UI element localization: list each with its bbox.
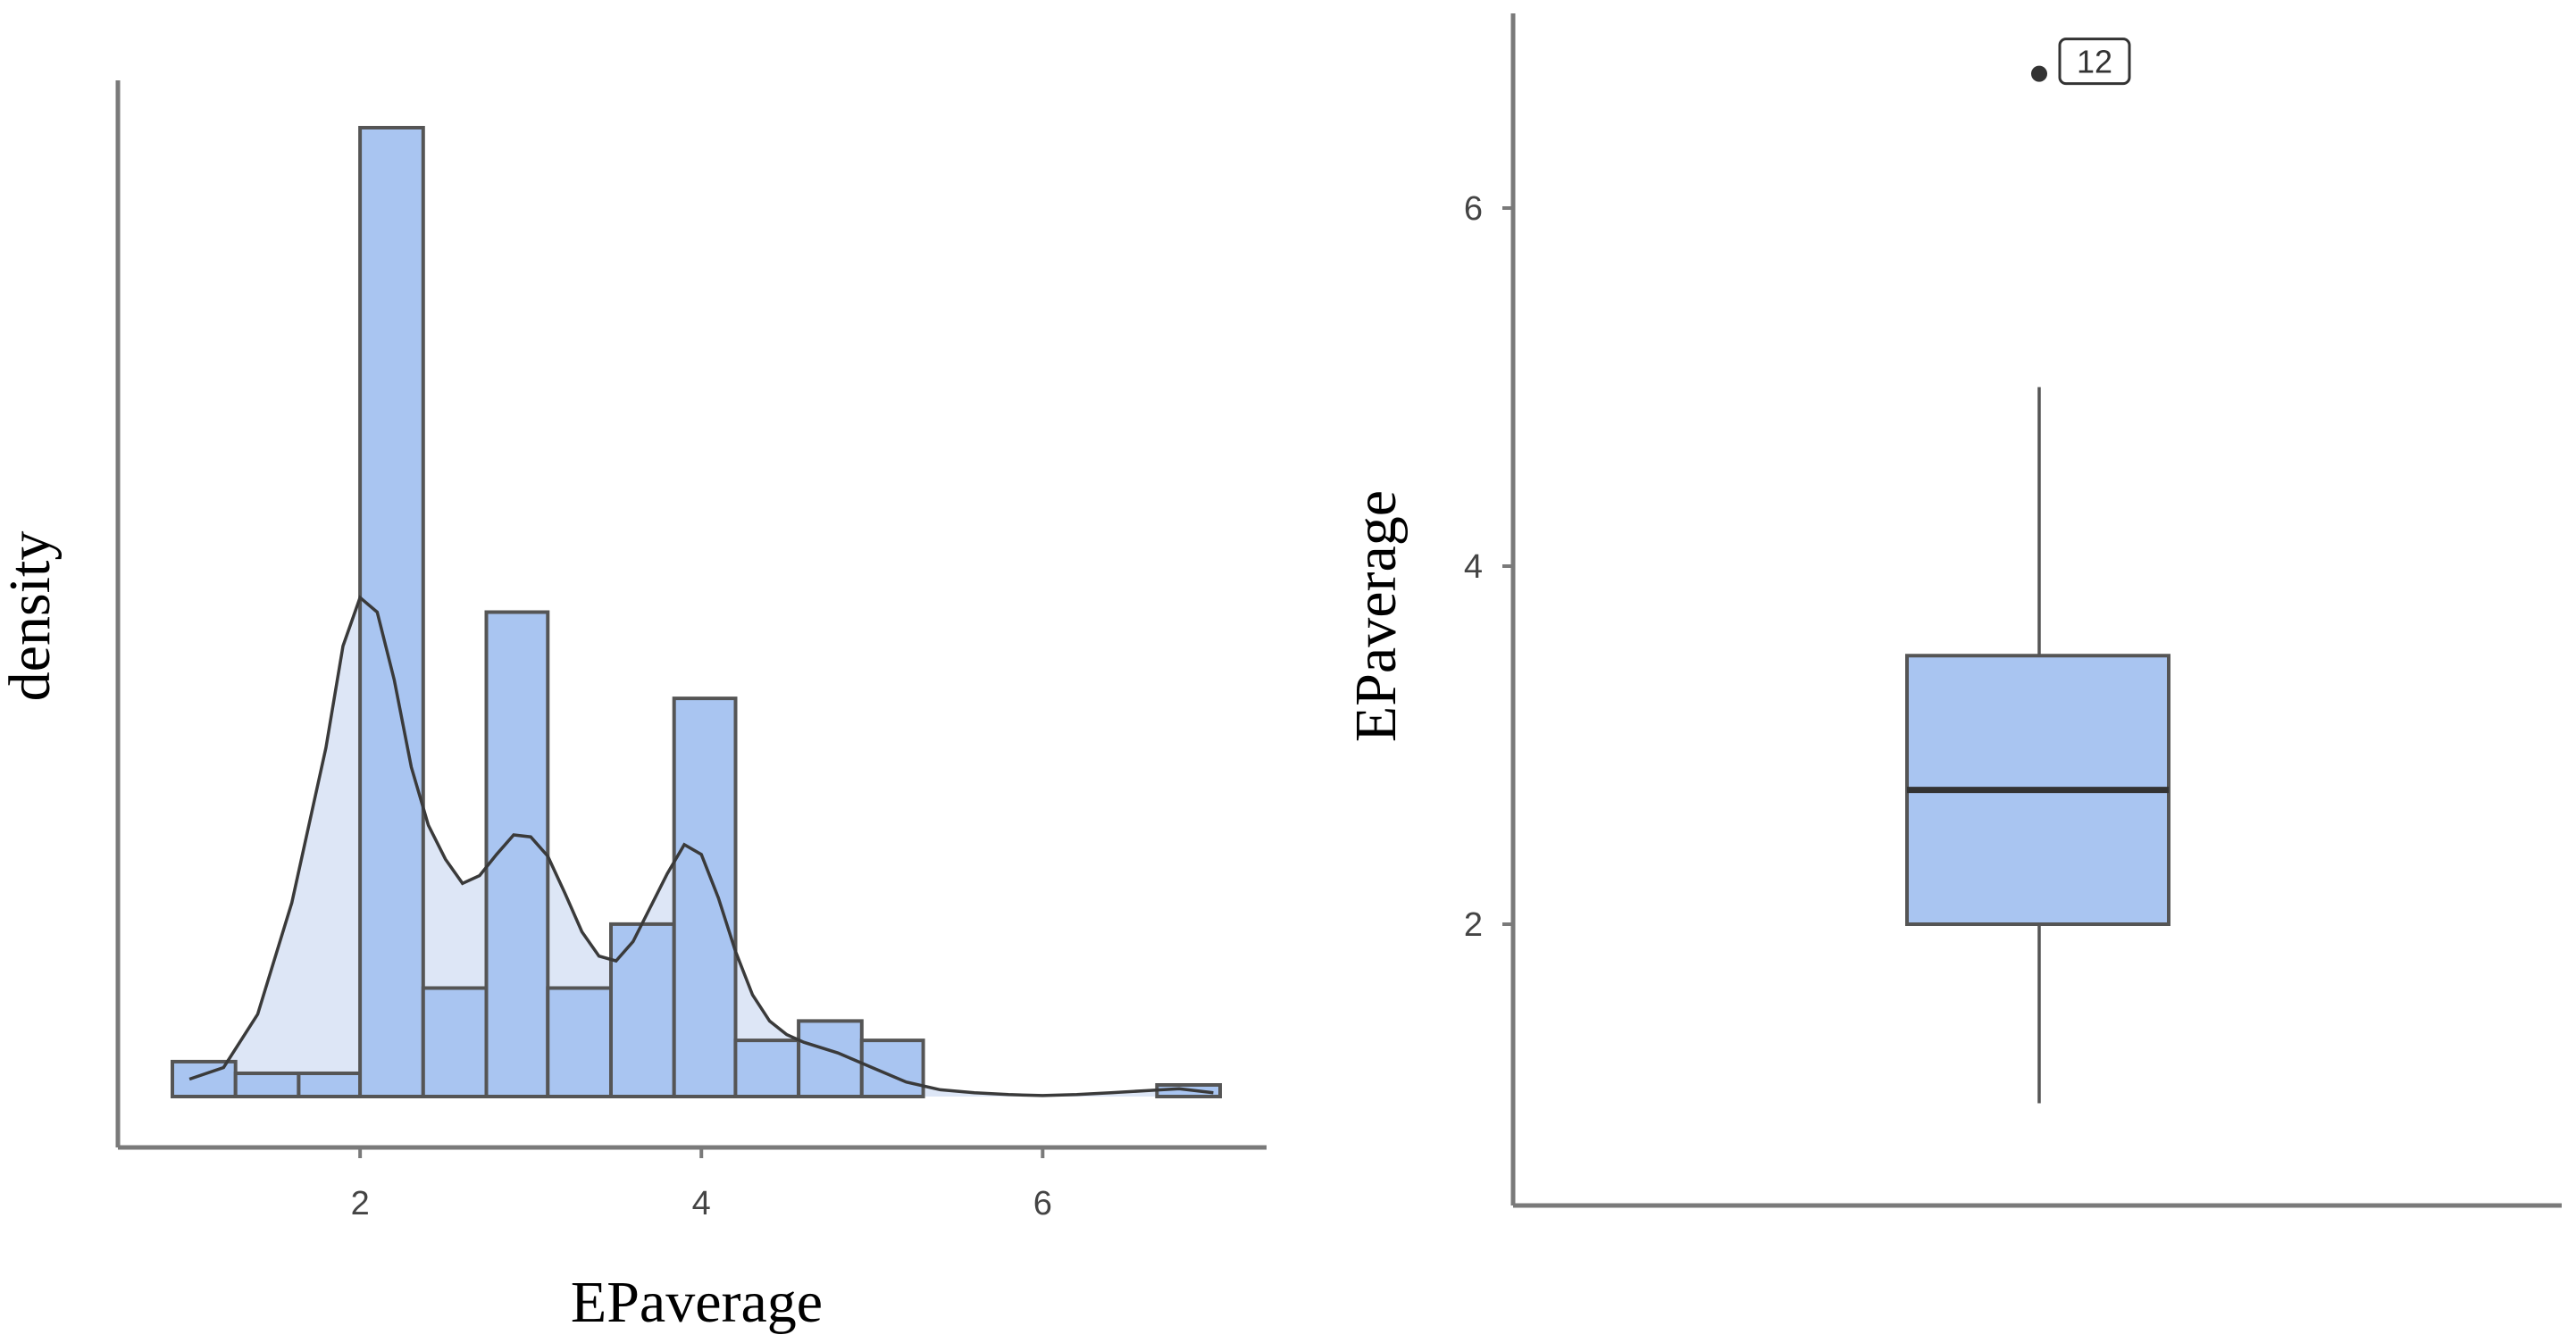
histogram-bar — [546, 986, 613, 1098]
boxplot-panel: 2 4 6 12 EPaverage — [1343, 13, 2562, 1208]
x-tick-label: 6 — [1033, 1185, 1052, 1222]
histogram-panel: 2 4 6 EPaverage density — [0, 80, 1267, 1335]
histogram-bar — [797, 1019, 864, 1099]
histogram-bar — [358, 126, 425, 1098]
outliers: 12 — [2031, 38, 2131, 86]
histogram-bar — [672, 697, 738, 1098]
histogram-bar — [171, 1059, 238, 1099]
histogram-bar — [609, 922, 676, 1099]
density-area — [189, 597, 1214, 1097]
density-curve — [188, 595, 1214, 1097]
histogram-bar — [297, 1072, 363, 1098]
histogram-bar — [233, 1072, 301, 1098]
histogram-x-label: EPaverage — [571, 1270, 823, 1335]
histogram-x-ticks: 2 4 6 — [351, 1147, 1052, 1222]
boxplot-y-label: EPaverage — [1343, 490, 1409, 742]
x-tick-label: 2 — [351, 1185, 370, 1222]
y-tick-label: 6 — [1464, 190, 1483, 228]
x-tick-label: 4 — [692, 1185, 711, 1222]
y-tick-label: 4 — [1464, 548, 1483, 586]
outlier-point — [2031, 65, 2047, 82]
outlier-label: 12 — [2077, 44, 2112, 80]
histogram-bar — [421, 986, 489, 1098]
outlier-label-box — [2058, 38, 2131, 86]
histogram-y-label: density — [0, 531, 63, 702]
y-tick-label: 2 — [1464, 906, 1483, 944]
histogram-bar — [733, 1039, 801, 1098]
histogram-bars — [171, 126, 1223, 1099]
boxplot-y-ticks: 2 4 6 — [1464, 190, 1513, 944]
